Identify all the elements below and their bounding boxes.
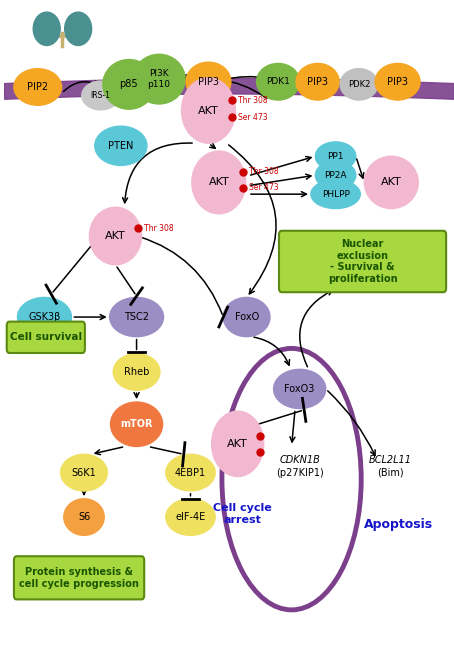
Ellipse shape	[375, 64, 420, 100]
Text: Cell survival: Cell survival	[10, 332, 82, 343]
Ellipse shape	[110, 402, 163, 447]
Text: Protein synthesis &
cell cycle progression: Protein synthesis & cell cycle progressi…	[19, 567, 139, 589]
Text: Ser 473: Ser 473	[249, 183, 279, 192]
Text: FoxO: FoxO	[235, 312, 259, 322]
Ellipse shape	[296, 64, 339, 100]
Text: Thr 308: Thr 308	[144, 223, 173, 233]
Ellipse shape	[64, 12, 92, 45]
Text: PDK2: PDK2	[348, 80, 370, 89]
Ellipse shape	[223, 297, 270, 337]
Text: AKT: AKT	[381, 178, 402, 187]
Ellipse shape	[103, 60, 155, 109]
Text: Apoptosis: Apoptosis	[364, 518, 433, 531]
Text: S6K1: S6K1	[72, 468, 96, 477]
Text: PP2A: PP2A	[324, 171, 347, 179]
Text: PP1: PP1	[327, 152, 344, 160]
Text: AKT: AKT	[105, 231, 126, 241]
Ellipse shape	[257, 64, 300, 100]
Text: Thr 308: Thr 308	[237, 96, 267, 105]
Ellipse shape	[18, 297, 71, 337]
Text: Cell cycle
arrest: Cell cycle arrest	[213, 503, 271, 525]
Text: BCL2L11: BCL2L11	[369, 455, 412, 464]
Ellipse shape	[133, 54, 185, 104]
Ellipse shape	[166, 455, 215, 491]
Text: PI3K
p110: PI3K p110	[148, 69, 171, 89]
Ellipse shape	[311, 179, 360, 208]
Ellipse shape	[82, 81, 119, 110]
FancyBboxPatch shape	[279, 231, 446, 292]
FancyBboxPatch shape	[7, 322, 85, 353]
Text: (p27KIP1): (p27KIP1)	[276, 468, 324, 477]
Text: Ser 473: Ser 473	[237, 113, 267, 122]
Text: mTOR: mTOR	[120, 419, 153, 429]
Text: AKT: AKT	[208, 178, 229, 187]
Ellipse shape	[61, 455, 107, 491]
Ellipse shape	[186, 62, 231, 102]
Ellipse shape	[33, 12, 60, 45]
Ellipse shape	[340, 69, 378, 100]
Ellipse shape	[316, 142, 356, 171]
Text: eIF-4E: eIF-4E	[175, 512, 206, 522]
Text: S6: S6	[78, 512, 90, 522]
Text: PHLPP: PHLPP	[322, 190, 350, 198]
Ellipse shape	[182, 78, 236, 143]
Ellipse shape	[113, 354, 160, 390]
Text: GSK3β: GSK3β	[28, 312, 61, 322]
Ellipse shape	[14, 69, 62, 105]
Text: PTEN: PTEN	[108, 141, 133, 151]
Text: Nuclear
exclusion
- Survival &
proliferation: Nuclear exclusion - Survival & prolifera…	[328, 239, 397, 284]
Text: IRS-1: IRS-1	[91, 91, 111, 100]
Text: PDK1: PDK1	[266, 77, 290, 86]
Text: Rheb: Rheb	[124, 367, 149, 377]
Ellipse shape	[365, 157, 418, 208]
Text: TSC2: TSC2	[124, 312, 149, 322]
Text: AKT: AKT	[198, 105, 219, 115]
Ellipse shape	[212, 411, 264, 477]
Ellipse shape	[109, 297, 163, 337]
Ellipse shape	[64, 498, 104, 535]
Text: PIP3: PIP3	[307, 77, 328, 86]
Ellipse shape	[95, 126, 147, 166]
Text: AKT: AKT	[227, 439, 248, 449]
Text: PIP3: PIP3	[387, 77, 408, 86]
Text: FoxO3: FoxO3	[285, 384, 315, 394]
Text: 4EBP1: 4EBP1	[175, 468, 206, 477]
Ellipse shape	[192, 151, 246, 214]
Text: PIP3: PIP3	[198, 77, 219, 86]
Ellipse shape	[316, 161, 356, 189]
Ellipse shape	[274, 369, 326, 409]
Text: Thr 308: Thr 308	[249, 168, 279, 176]
Ellipse shape	[166, 498, 215, 535]
FancyBboxPatch shape	[14, 556, 144, 599]
Text: p85: p85	[119, 79, 138, 89]
Text: (Bim): (Bim)	[377, 468, 404, 477]
Text: PIP2: PIP2	[27, 82, 48, 92]
Ellipse shape	[89, 207, 142, 265]
Text: CDKN1B: CDKN1B	[279, 455, 320, 464]
